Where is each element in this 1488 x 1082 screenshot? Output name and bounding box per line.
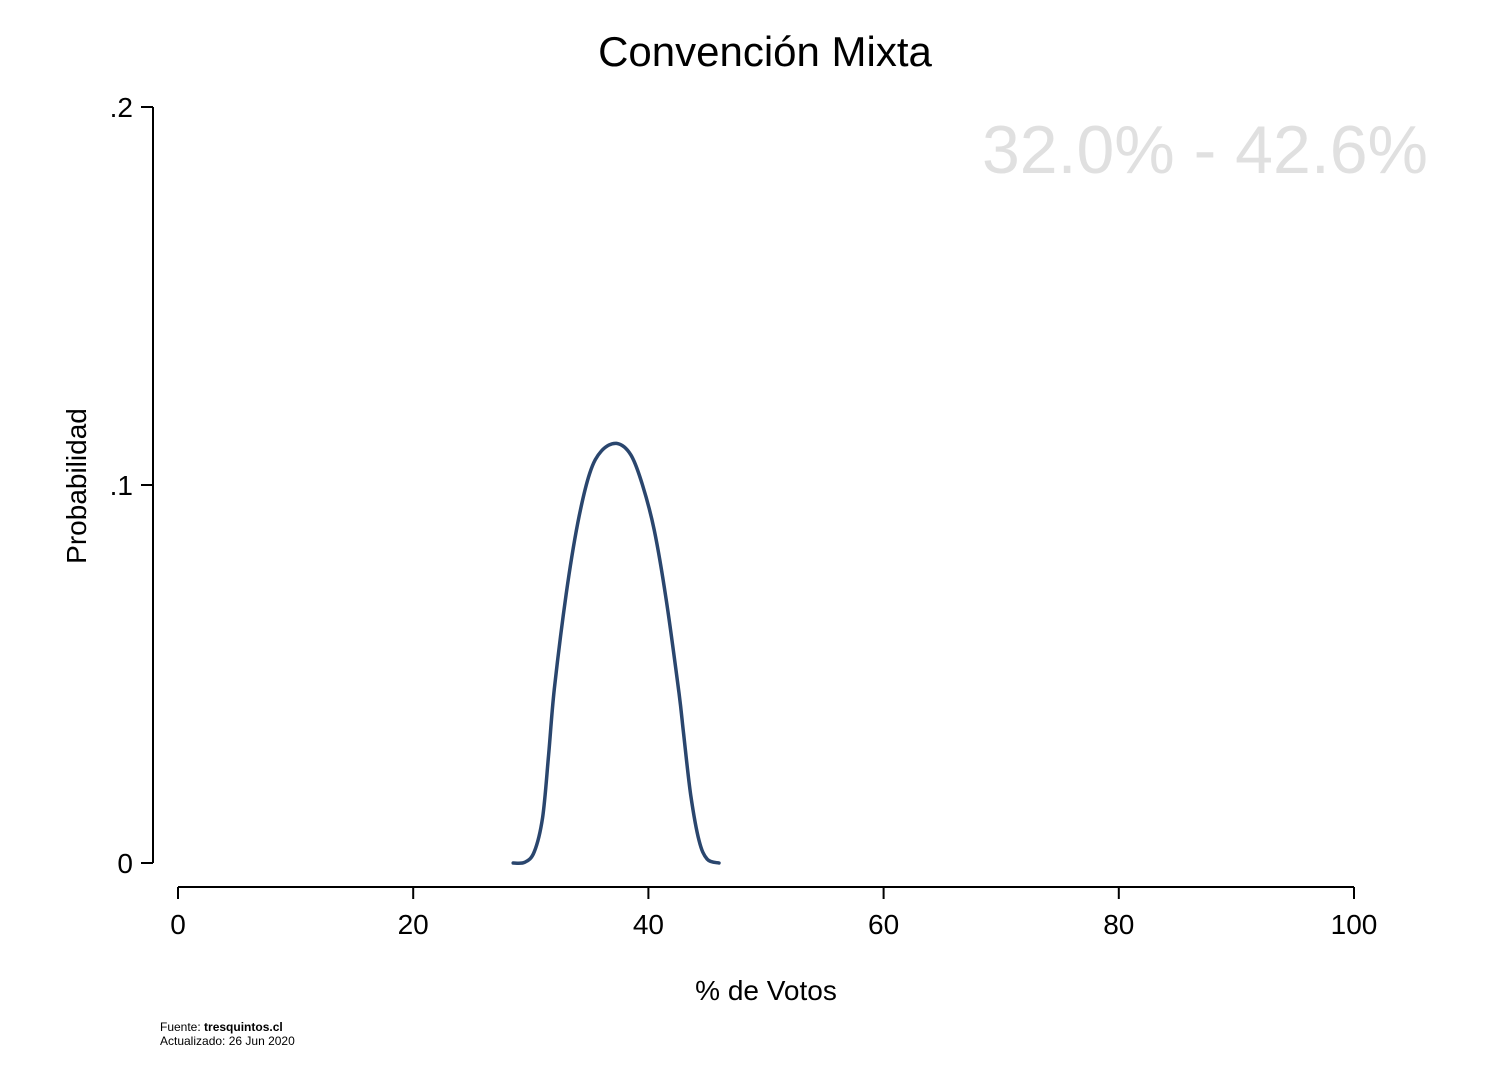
chart-title: Convención Mixta: [598, 28, 932, 75]
y-tick-label: .2: [110, 92, 133, 123]
x-tick-label: 100: [1331, 909, 1378, 940]
footer: Fuente: tresquintos.cl Actualizado: 26 J…: [160, 1020, 295, 1048]
x-tick-label: 0: [170, 909, 186, 940]
y-axis: 0 .1 .2: [110, 92, 154, 879]
series-layer: [511, 441, 721, 866]
y-axis-label: Probabilidad: [61, 408, 92, 564]
x-tick-label: 40: [633, 909, 664, 940]
density-line: [511, 441, 721, 866]
x-axis: 0 20 40 60 80 100: [170, 886, 1378, 940]
source-prefix: Fuente:: [160, 1020, 205, 1034]
x-tick-label: 20: [398, 909, 429, 940]
range-annotation: 32.0% - 42.6%: [982, 112, 1428, 188]
x-tick-label: 80: [1103, 909, 1134, 940]
x-axis-label: % de Votos: [695, 975, 837, 1006]
y-tick-label: 0: [117, 848, 133, 879]
source-line: Fuente: tresquintos.cl: [160, 1020, 295, 1034]
updated-line: Actualizado: 26 Jun 2020: [160, 1034, 295, 1048]
y-tick-label: .1: [110, 470, 133, 501]
x-tick-label: 60: [868, 909, 899, 940]
source-site: tresquintos.cl: [204, 1020, 283, 1034]
